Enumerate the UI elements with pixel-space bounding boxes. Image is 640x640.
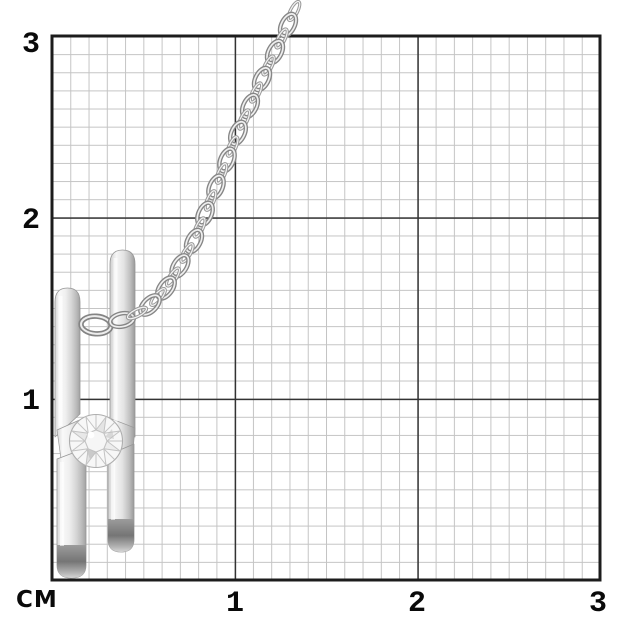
lower-right-bar-tip: [108, 519, 134, 552]
x-axis-tick-2: 2: [408, 587, 426, 621]
y-axis-tick-1: 1: [22, 385, 40, 419]
bail-link: [78, 311, 135, 337]
bar-highlight: [60, 462, 64, 546]
grid-border: [50, 34, 602, 582]
x-axis-tick-1: 1: [226, 587, 244, 621]
unit-label: СМ: [16, 587, 58, 613]
x-axis-tick-3: 3: [589, 587, 607, 621]
bar-highlight: [111, 458, 115, 520]
diamond-stone: [68, 413, 124, 469]
bar-highlight: [113, 258, 118, 426]
y-axis-tick-3: 3: [22, 28, 40, 62]
facet-shadow: [105, 429, 114, 439]
stone-sparkle: [87, 431, 95, 439]
jewelry: [54, 0, 304, 579]
axis-labels: 3 2 1 1 2 3 СМ: [16, 28, 607, 621]
lower-left-bar-tip: [57, 545, 86, 578]
bar-highlight: [58, 296, 63, 426]
y-axis-tick-2: 2: [22, 204, 40, 238]
measurement-grid: [50, 34, 602, 582]
facet-shadow: [86, 449, 96, 459]
